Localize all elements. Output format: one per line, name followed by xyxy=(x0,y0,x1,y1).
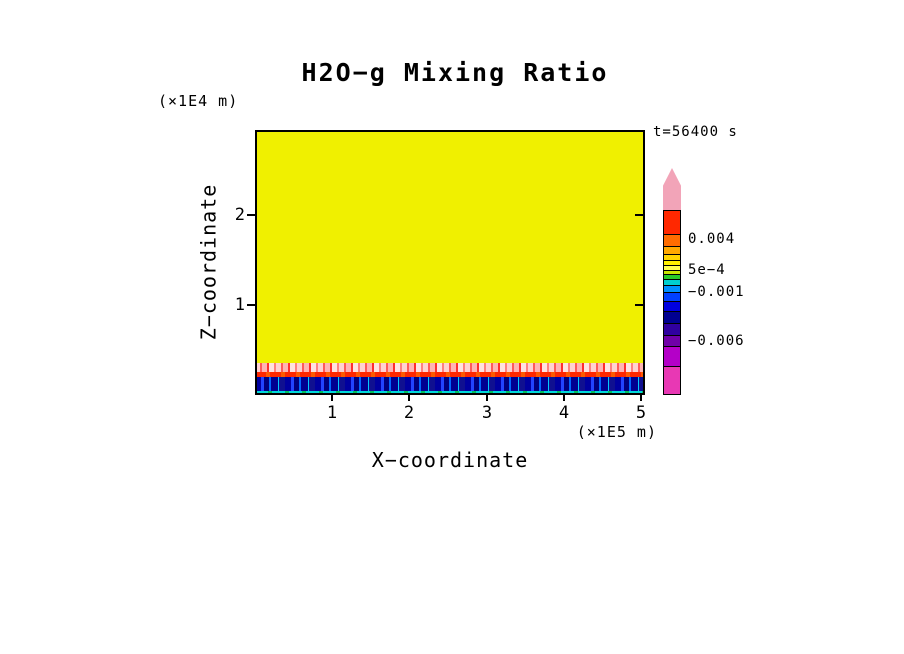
colorbar-segment-10 xyxy=(663,292,681,301)
x-tick-mark xyxy=(486,395,488,401)
y-axis-unit-label: (×1E4 m) xyxy=(158,92,239,110)
colorbar-segment-7 xyxy=(663,274,681,279)
colorbar-segment-14 xyxy=(663,335,681,346)
y-tick-label: 2 xyxy=(234,205,245,225)
y-tick-mark-right xyxy=(635,304,643,306)
field-band-pink-speckle xyxy=(255,363,645,372)
colorbar-segment-8 xyxy=(663,279,681,285)
x-tick-mark xyxy=(640,395,642,401)
colorbar-tick-label: 5e−4 xyxy=(688,262,726,278)
x-axis-unit-label: (×1E5 m) xyxy=(576,423,657,441)
colorbar-segment-12 xyxy=(663,311,681,323)
field-band-blue-speckle xyxy=(255,377,645,391)
colorbar-segment-0 xyxy=(663,210,681,234)
field-band-uniform xyxy=(255,130,645,363)
time-annotation: t=56400 s xyxy=(653,124,738,140)
y-tick-mark-left xyxy=(247,304,255,306)
x-tick-mark xyxy=(331,395,333,401)
colorbar-segment-16 xyxy=(663,366,681,395)
colorbar-segment-1 xyxy=(663,234,681,246)
colorbar-segment-15 xyxy=(663,346,681,366)
y-tick-label: 1 xyxy=(234,295,245,315)
colorbar-segment-6 xyxy=(663,270,681,274)
colorbar-tick-label: −0.001 xyxy=(688,284,745,300)
x-tick-label: 1 xyxy=(326,403,338,423)
y-tick-mark-right xyxy=(635,214,643,216)
x-tick-mark xyxy=(408,395,410,401)
colorbar-segment-5 xyxy=(663,265,681,270)
colorbar-segment-4 xyxy=(663,260,681,265)
y-axis-label: Z−coordinate xyxy=(196,183,221,341)
colorbar-arrow xyxy=(663,168,681,210)
x-tick-label: 4 xyxy=(558,403,570,423)
colorbar-segment-11 xyxy=(663,301,681,311)
colorbar-tick-label: 0.004 xyxy=(688,231,736,247)
chart-title: H2O−g Mixing Ratio xyxy=(301,58,609,87)
x-tick-label: 5 xyxy=(635,403,647,423)
colorbar-segment-2 xyxy=(663,246,681,254)
x-axis-label: X−coordinate xyxy=(371,448,529,472)
y-tick-mark-left xyxy=(247,214,255,216)
colorbar-segment-9 xyxy=(663,285,681,292)
colorbar-segment-3 xyxy=(663,254,681,260)
x-tick-label: 2 xyxy=(403,403,415,423)
field-band-cyan xyxy=(255,391,645,395)
colorbar-tick-label: −0.006 xyxy=(688,333,745,349)
field-band-red xyxy=(255,372,645,377)
colorbar-segment-13 xyxy=(663,323,681,335)
x-tick-label: 3 xyxy=(481,403,493,423)
x-tick-mark xyxy=(563,395,565,401)
